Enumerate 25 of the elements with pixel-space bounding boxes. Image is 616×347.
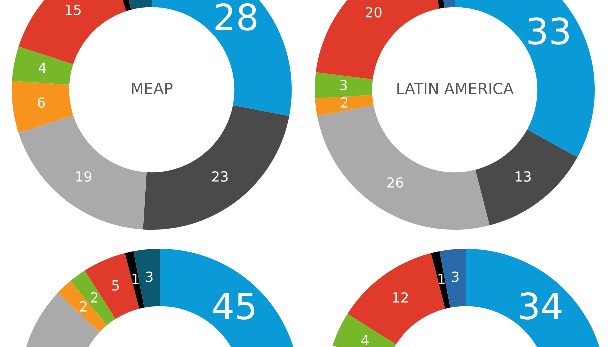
data-label: 3 [340,80,348,91]
data-label: 2 [91,292,98,303]
data-label: 3 [452,272,459,282]
text: MEAP [132,83,173,94]
data-label: 4 [38,62,46,73]
data-label: 12 [393,292,408,303]
data-label: 45 [214,293,255,320]
data-label: 2 [341,97,348,108]
data-label: 34 [520,292,562,320]
data-label: 19 [76,171,92,182]
text: LATIN AMERICA [398,82,514,94]
data-label: 15 [66,5,81,16]
data-label: 28 [216,4,257,31]
data-label: 23 [212,171,228,182]
data-label: 26 [388,178,404,188]
data-label: 6 [38,97,46,108]
data-label: 2 [80,301,87,312]
data-label: 1 [132,274,139,284]
data-label: 5 [112,280,120,291]
data-label: 1 [438,274,445,284]
data-label: 20 [366,7,382,18]
data-label: 13 [516,171,531,182]
data-label: 33 [528,18,570,45]
data-label: 3 [146,272,153,282]
data-label: 4 [362,335,369,346]
